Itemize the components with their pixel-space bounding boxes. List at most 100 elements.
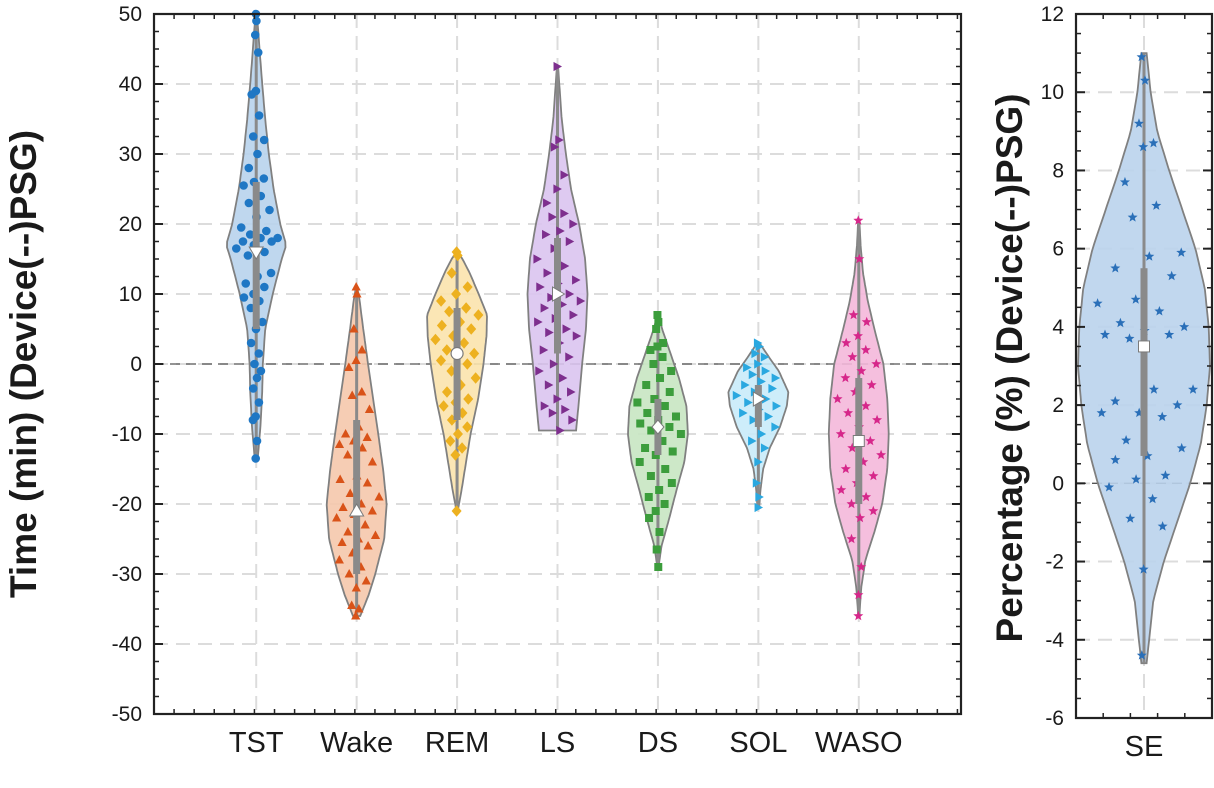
median-marker-waso [852, 435, 865, 447]
data-point-se [1154, 305, 1165, 316]
data-point-se [1151, 200, 1162, 210]
violin-ds [627, 311, 689, 571]
data-point-tst [265, 205, 274, 215]
data-point-ds [668, 447, 677, 456]
violin-sol [727, 338, 790, 513]
data-point-ls [543, 198, 552, 208]
data-point-rem [473, 309, 484, 321]
data-point-sol [732, 390, 742, 401]
data-point-wake [351, 583, 361, 592]
data-point-se [1147, 493, 1158, 504]
data-point-ds [655, 486, 664, 494]
data-point-tst [254, 111, 264, 120]
data-point-waso [860, 344, 871, 355]
median-marker-rem [450, 346, 464, 361]
data-point-waso [853, 589, 864, 600]
data-point-waso [853, 610, 864, 621]
y-tick-label: 4 [1052, 316, 1064, 339]
data-point-ds [646, 472, 655, 480]
data-point-rem [462, 281, 473, 293]
y-tick-label: -50 [112, 703, 142, 726]
data-point-rem [444, 305, 455, 318]
data-point-ls [565, 289, 575, 299]
data-point-sol [744, 397, 753, 408]
data-point-ds [641, 444, 650, 452]
data-point-wake [349, 324, 359, 333]
data-point-wake [370, 530, 381, 539]
data-point-se [1124, 333, 1135, 343]
data-point-tst [253, 149, 262, 159]
data-point-tst [256, 366, 266, 376]
category-label-wake: Wake [320, 727, 393, 759]
category-label-ds: DS [638, 727, 678, 759]
data-point-se [1144, 251, 1155, 261]
data-point-waso [841, 337, 852, 348]
data-point-tst [245, 230, 255, 239]
data-point-rem [451, 505, 462, 517]
data-point-ds [651, 507, 660, 515]
data-point-tst [244, 163, 254, 173]
data-point-rem [462, 358, 473, 370]
y-axis-title-time: Time (min) (Device(--)PSG) [3, 130, 44, 598]
data-point-se [1179, 321, 1190, 332]
data-point-wake [357, 345, 367, 354]
data-point-sol [754, 457, 763, 467]
data-point-se [1140, 75, 1151, 85]
data-point-rem [436, 295, 447, 307]
data-point-ds [654, 318, 663, 326]
data-point-tst [252, 373, 262, 383]
data-point-waso [850, 386, 861, 397]
data-point-rem [452, 428, 463, 440]
data-point-ls [540, 303, 550, 313]
y-tick-label: 0 [130, 353, 142, 376]
data-point-rem [469, 347, 480, 360]
violin-tst [226, 9, 287, 463]
data-point-ds [653, 342, 662, 351]
data-point-ls [560, 208, 569, 219]
data-point-sol [754, 359, 763, 369]
data-point-sol [764, 411, 774, 422]
data-point-se [1157, 521, 1168, 531]
data-point-wake [364, 404, 375, 413]
iqr-box-sol [754, 385, 762, 427]
data-point-se [1125, 513, 1136, 523]
data-point-wake [334, 439, 345, 448]
y-tick-label: -6 [1045, 707, 1064, 730]
data-point-se [1133, 118, 1144, 128]
data-point-sol [761, 366, 771, 376]
data-point-wake [344, 569, 354, 578]
data-point-tst [259, 174, 269, 183]
data-point-tst [254, 349, 264, 358]
data-point-ls [567, 387, 576, 397]
median-marker-se [1138, 340, 1150, 353]
data-point-tst [267, 237, 276, 246]
iqr-box-wake [353, 420, 361, 574]
y-tick-label: -4 [1045, 629, 1064, 652]
data-point-sol [748, 369, 758, 380]
data-point-ds [667, 479, 676, 487]
data-point-sol [771, 422, 780, 432]
data-point-se [1188, 384, 1199, 394]
data-point-waso [868, 505, 879, 516]
data-point-waso [832, 393, 843, 404]
data-point-ds [644, 493, 653, 501]
data-point-rem [450, 449, 461, 461]
data-point-se [1100, 329, 1110, 339]
data-point-ls [548, 408, 558, 418]
data-point-sol [754, 502, 764, 513]
data-point-wake [343, 527, 353, 536]
data-point-ls [558, 373, 568, 383]
data-point-wake [367, 506, 377, 515]
data-point-ls [569, 219, 578, 229]
category-label-ls: LS [540, 727, 575, 759]
data-point-rem [462, 421, 473, 433]
data-point-ls [547, 292, 556, 303]
category-label-sol: SOL [729, 727, 787, 759]
data-point-wake [360, 520, 370, 529]
data-point-rem [470, 372, 481, 384]
data-point-ls [533, 254, 542, 264]
data-point-ds [633, 398, 642, 407]
se-violin-panel: SE -6 -4 -2 0 2 4 6 8 10 12 [1041, 3, 1214, 763]
data-point-ds [654, 563, 663, 571]
data-point-tst [231, 244, 241, 253]
